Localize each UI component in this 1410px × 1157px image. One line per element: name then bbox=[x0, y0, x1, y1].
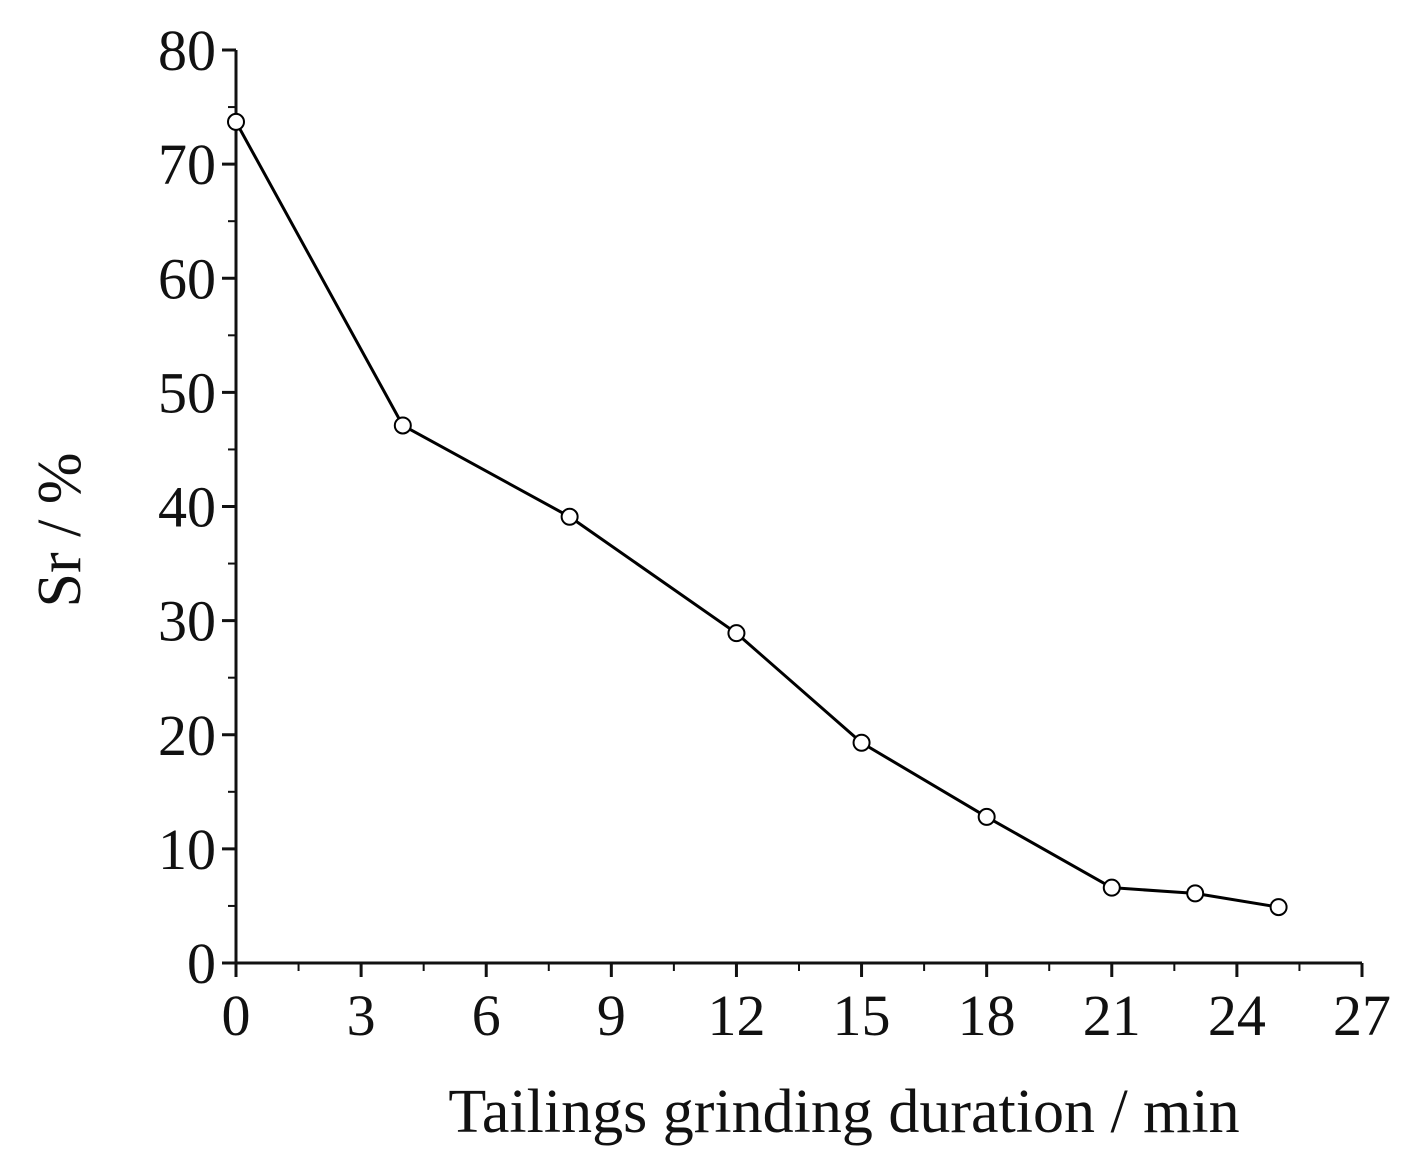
x-tick-label: 27 bbox=[1333, 983, 1391, 1048]
x-axis-title: Tailings grinding duration / min bbox=[448, 1078, 1239, 1146]
y-tick-label: 50 bbox=[158, 360, 216, 425]
labels-layer: Tailings grinding duration / min Sr / % … bbox=[26, 18, 1391, 1146]
y-tick-label: 30 bbox=[158, 589, 216, 654]
data-point-marker bbox=[393, 416, 412, 435]
x-tick-label: 9 bbox=[597, 983, 626, 1048]
data-point-marker bbox=[1186, 884, 1205, 903]
x-tick-label: 24 bbox=[1208, 983, 1266, 1048]
y-tick-label: 0 bbox=[187, 931, 216, 996]
x-tick-label: 3 bbox=[347, 983, 376, 1048]
x-tick-label: 15 bbox=[833, 983, 891, 1048]
x-tick-label: 6 bbox=[472, 983, 501, 1048]
data-point-marker bbox=[1102, 878, 1121, 897]
data-point-marker bbox=[727, 624, 746, 643]
data-point-marker bbox=[227, 112, 245, 131]
y-tick-label: 40 bbox=[158, 475, 216, 540]
markers-layer bbox=[227, 112, 1288, 917]
series-layer bbox=[234, 120, 1281, 909]
y-tick-label: 10 bbox=[158, 817, 216, 882]
data-point-marker bbox=[560, 507, 579, 526]
data-point-marker bbox=[1269, 898, 1288, 917]
data-point-marker bbox=[852, 733, 871, 752]
data-point-marker bbox=[977, 807, 996, 826]
y-tick-label: 20 bbox=[158, 703, 216, 768]
x-tick-label: 12 bbox=[707, 983, 765, 1048]
y-tick-label: 60 bbox=[158, 246, 216, 311]
y-tick-label: 70 bbox=[158, 132, 216, 197]
axes-layer bbox=[222, 48, 1364, 977]
y-axis-title: Sr / % bbox=[26, 453, 94, 608]
x-tick-label: 18 bbox=[958, 983, 1016, 1048]
series-line bbox=[234, 120, 1281, 909]
y-tick-label: 80 bbox=[158, 18, 216, 83]
x-tick-label: 21 bbox=[1083, 983, 1141, 1048]
x-tick-label: 0 bbox=[222, 983, 251, 1048]
